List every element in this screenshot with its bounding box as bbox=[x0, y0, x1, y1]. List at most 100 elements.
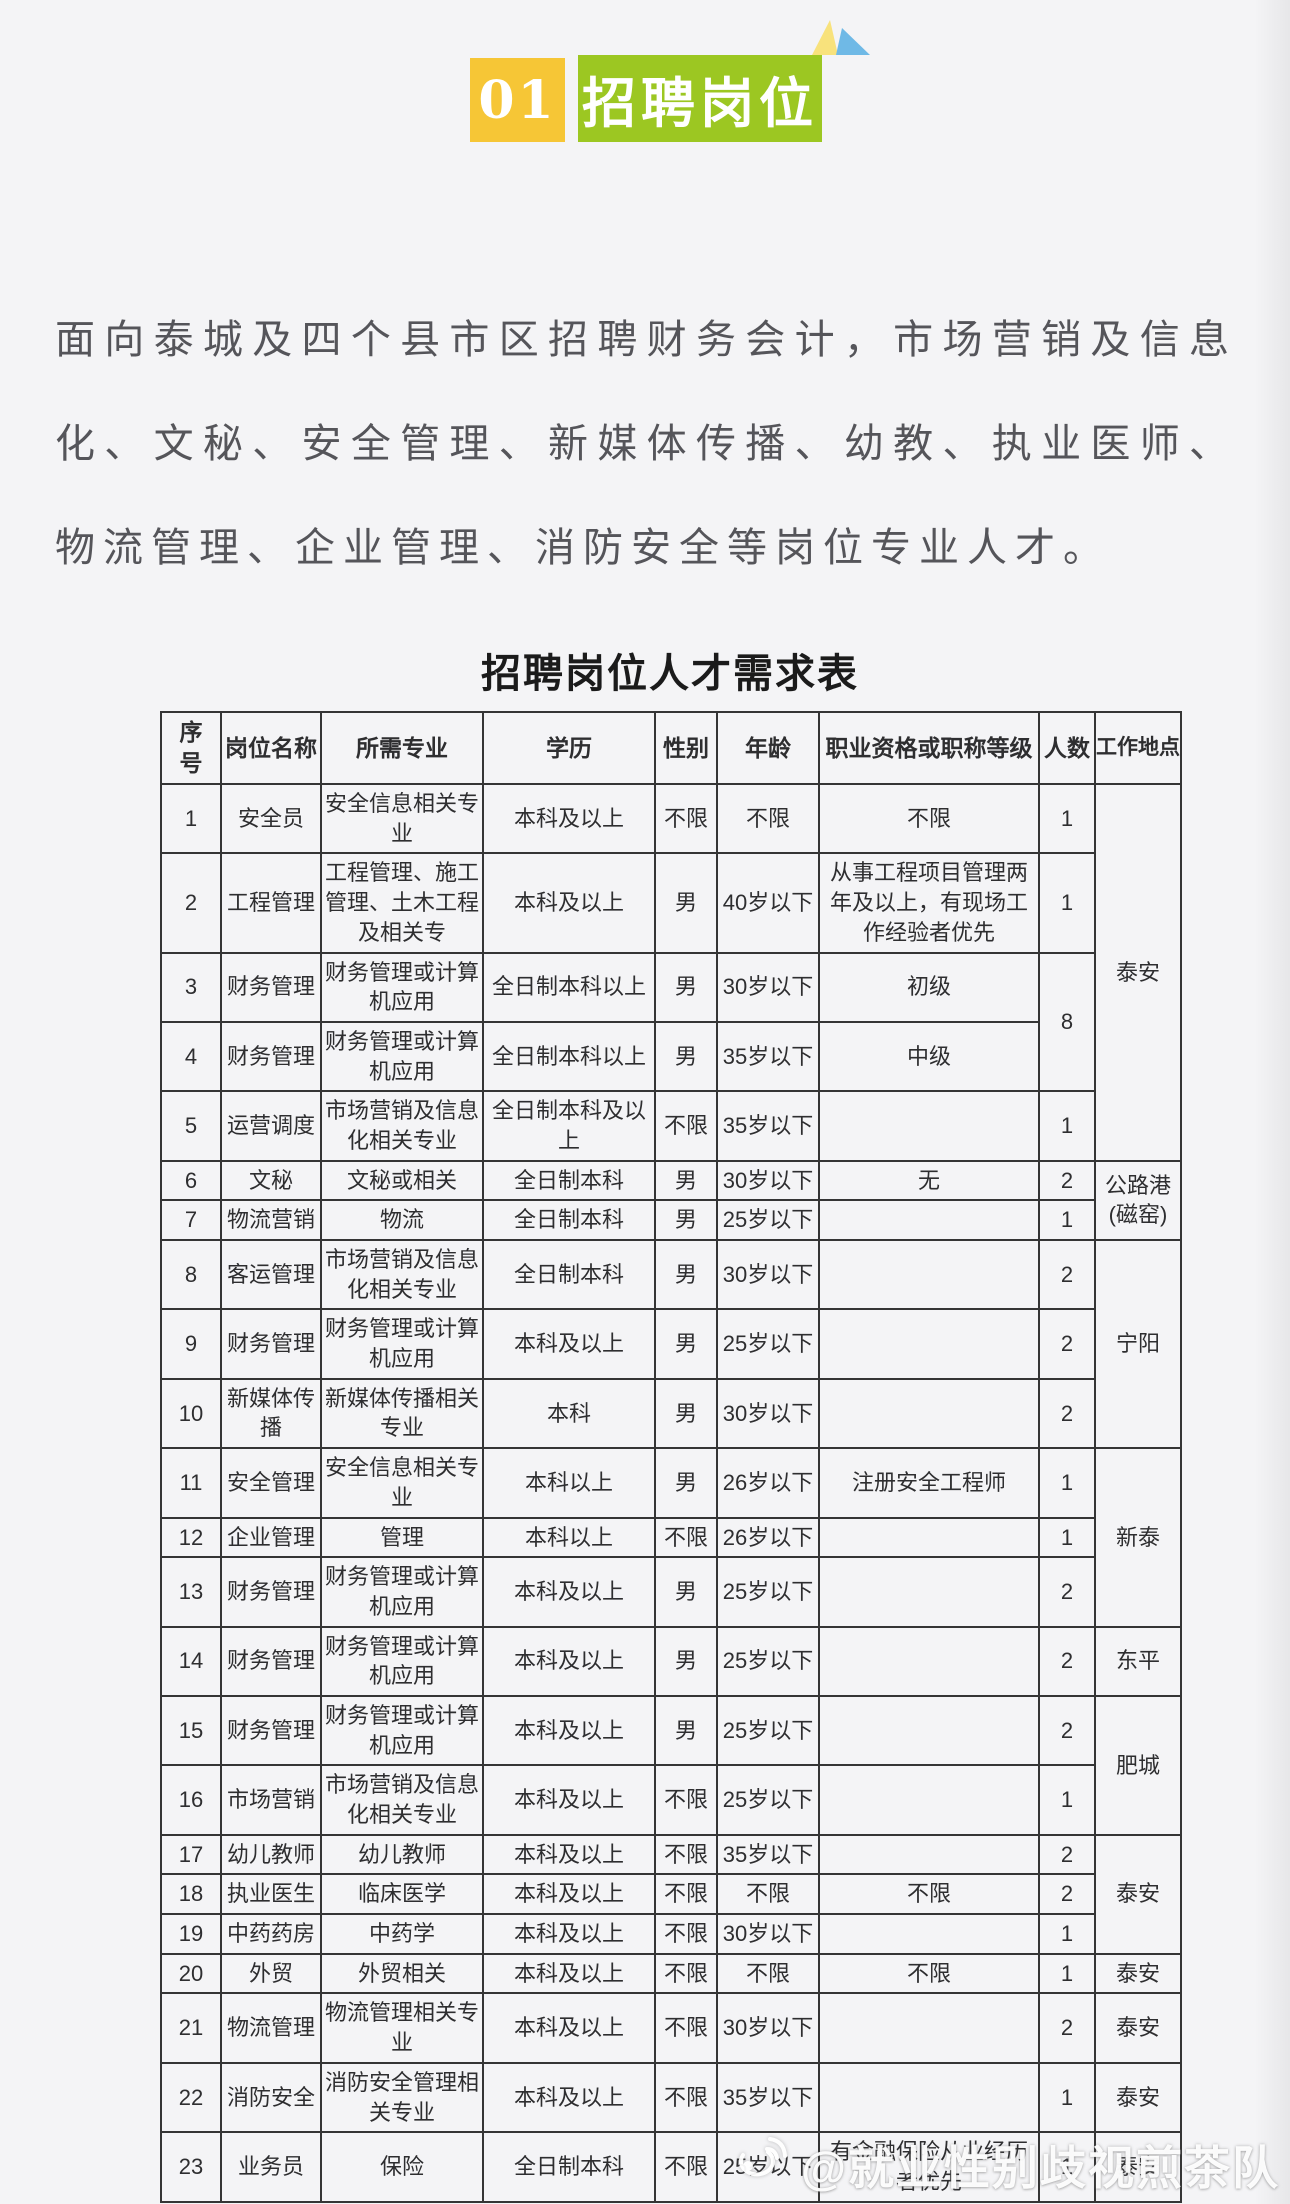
table-cell: 男 bbox=[654, 1239, 718, 1311]
table-cell bbox=[818, 1516, 1040, 1559]
table-cell: 18 bbox=[160, 1873, 222, 1916]
table-cell: 无 bbox=[818, 1159, 1040, 1202]
table-cell: 30岁以下 bbox=[716, 1159, 820, 1202]
table-cell: 1 bbox=[1038, 1447, 1096, 1519]
table-row: 10 新媒体传播 新媒体传播相关专业 本科男 30岁以下 2 bbox=[160, 1377, 1181, 1450]
table-cell: 5 bbox=[160, 1090, 222, 1162]
table-cell: 不限 bbox=[654, 1992, 718, 2064]
table-cell bbox=[818, 1377, 1040, 1450]
weibo-icon bbox=[731, 2135, 793, 2196]
table-cell: 东平 bbox=[1094, 1625, 1182, 1697]
table-row: 21 物流管理 物流管理相关专业 本科及以上 不限 30岁以下 2 泰安 bbox=[160, 1992, 1182, 2064]
table-cell: 文秘 bbox=[220, 1159, 322, 1202]
table-cell: 1 bbox=[1038, 852, 1096, 954]
table-cell: 安全员 bbox=[220, 783, 322, 855]
table-cell: 管理 bbox=[320, 1516, 484, 1559]
table-cell: 8 bbox=[160, 1239, 222, 1311]
table-cell: 幼儿教师 bbox=[320, 1833, 484, 1876]
table-cell: 不限 bbox=[654, 2061, 718, 2134]
table-cell: 2 bbox=[1038, 1308, 1096, 1380]
table-cell: 本科 bbox=[482, 1377, 656, 1450]
table-cell: 2 bbox=[1038, 1377, 1096, 1450]
table-row: 4 财务管理 财务管理或计算机应用 全日制本科以上男 35岁以下 中级 bbox=[160, 1020, 1181, 1093]
table-cell: 财务管理或计算机应用 bbox=[320, 1556, 484, 1628]
table-cell: 物流管理相关专业 bbox=[320, 1992, 484, 2064]
table-cell: 宁阳 bbox=[1094, 1239, 1182, 1450]
table-cell: 35岁以下 bbox=[716, 1833, 820, 1876]
table-cell: 23 bbox=[160, 2131, 222, 2203]
table-cell: 不限 bbox=[654, 1873, 718, 1916]
table-cell: 2 bbox=[160, 852, 222, 954]
table-cell: 19 bbox=[160, 1913, 222, 1955]
recruitment-table: 序号 岗位名称 所需专业 学历 性别 年龄 职业资格或职称等级 人数 工作地点 1 安全员 安全信息… bbox=[160, 710, 1182, 2203]
table-cell: 本科及以上 bbox=[482, 1873, 656, 1916]
table-cell: 男 bbox=[654, 852, 718, 954]
table-cell: 财务管理或计算机应用 bbox=[320, 1694, 484, 1767]
table-cell: 11 bbox=[160, 1447, 222, 1519]
table-cell: 男 bbox=[654, 1556, 718, 1628]
table-cell: 不限 bbox=[654, 1833, 718, 1876]
table-cell: 25岁以下 bbox=[716, 1694, 820, 1767]
table-cell: 不限 bbox=[654, 1913, 718, 1955]
table-cell: 不限 bbox=[654, 1090, 718, 1162]
table-cell: 财务管理 bbox=[220, 951, 322, 1023]
table-cell: 业务员 bbox=[220, 2131, 322, 2203]
table-cell: 1 bbox=[1038, 2131, 1096, 2203]
table-cell: 2 bbox=[1038, 1694, 1096, 1767]
column-header: 所需专业 bbox=[320, 710, 484, 786]
table-cell: 肥城 bbox=[1094, 1694, 1182, 1836]
table-cell: 泰安 bbox=[1094, 1952, 1182, 1995]
table-cell: 外贸 bbox=[220, 1952, 322, 1995]
table-row: 16 市场营销 市场营销及信息化相关专业 本科及以上 不限 25岁以下 1 bbox=[160, 1764, 1181, 1836]
table-row: 8 客运管理 市场营销及信息化相关专业 全日制本科男 30岁以下 2 宁阳 bbox=[160, 1239, 1182, 1450]
table-cell: 本科以上 bbox=[482, 1447, 656, 1519]
table-cell: 男 bbox=[654, 1020, 718, 1093]
table-cell: 2 bbox=[1038, 1873, 1096, 1916]
table-cell: 不限 bbox=[654, 1764, 718, 1836]
table-cell: 工程管理、施工管理、土木工程及相关专 bbox=[320, 852, 484, 954]
table-row: 18 执业医生 临床医学 本科及以上 不限 不限 不限 2 bbox=[160, 1873, 1181, 1916]
table-row: 14 财务管理 财务管理或计算机应用 本科及以上男 25岁以下 2 东平 bbox=[160, 1625, 1182, 1697]
table-cell: 1 bbox=[1038, 1913, 1096, 1955]
table-cell: 1 bbox=[160, 783, 222, 855]
table-cell: 13 bbox=[160, 1556, 222, 1628]
table-cell: 本科及以上 bbox=[482, 1764, 656, 1836]
table-cell: 12 bbox=[160, 1516, 222, 1559]
table-cell: 男 bbox=[654, 1199, 718, 1242]
table-cell: 15 bbox=[160, 1694, 222, 1767]
table-cell: 财务管理或计算机应用 bbox=[320, 1020, 484, 1093]
table-cell: 本科及以上 bbox=[482, 1556, 656, 1628]
table-cell bbox=[818, 1308, 1040, 1380]
table-cell: 25岁以下 bbox=[716, 1199, 820, 1242]
table-cell: 本科及以上 bbox=[482, 1694, 656, 1767]
table-cell: 30岁以下 bbox=[716, 1239, 820, 1311]
table-cell: 全日制本科及以上 bbox=[482, 1090, 656, 1162]
table-cell: 市场营销 bbox=[220, 1764, 322, 1836]
table-cell: 泰安 bbox=[1094, 2061, 1182, 2134]
recruitment-table-section: 招聘岗位人才需求表 序号 岗位名称 所需专业 学历 性别 年龄 职业资格或职称等级 人数 工作地… bbox=[160, 641, 1182, 2203]
table-title: 招聘岗位人才需求表 bbox=[481, 651, 859, 696]
column-header: 岗位名称 bbox=[220, 710, 322, 786]
table-cell: 财务管理或计算机应用 bbox=[320, 1308, 484, 1380]
table-cell: 财务管理 bbox=[220, 1625, 322, 1697]
table-cell: 不限 bbox=[654, 1516, 718, 1559]
table-cell: 全日制本科 bbox=[482, 1239, 656, 1311]
table-cell bbox=[818, 1239, 1040, 1311]
table-cell: 2 bbox=[1038, 1625, 1096, 1697]
table-cell bbox=[818, 1992, 1040, 2064]
table-row: 7 物流营销 物流 全日制本科男 25岁以下 1 bbox=[160, 1199, 1181, 1242]
table-cell bbox=[818, 1090, 1040, 1162]
table-cell: 14 bbox=[160, 1625, 222, 1697]
table-cell: 25岁以下 bbox=[716, 1764, 820, 1836]
table-cell: 本科及以上 bbox=[482, 1913, 656, 1955]
table-cell: 新媒体传播相关专业 bbox=[320, 1377, 484, 1450]
table-cell bbox=[818, 1694, 1040, 1767]
table-cell: 25岁以下 bbox=[716, 1625, 820, 1697]
table-cell: 初级 bbox=[818, 951, 1040, 1023]
table-cell bbox=[818, 1764, 1040, 1836]
table-cell: 财务管理 bbox=[220, 1020, 322, 1093]
table-cell: 物流 bbox=[320, 1199, 484, 1242]
table-cell bbox=[818, 1556, 1040, 1628]
table-cell: 中药学 bbox=[320, 1913, 484, 1955]
section-number-badge: 01 bbox=[470, 58, 565, 142]
